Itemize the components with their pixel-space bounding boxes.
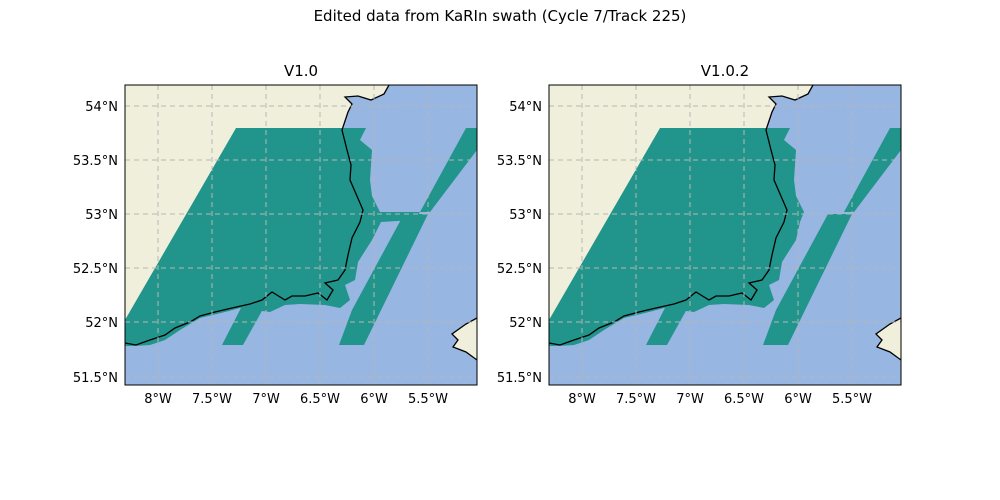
- axes-frame: [124, 84, 478, 386]
- land-wales: [452, 318, 477, 360]
- x-tick-label: 6.5°W: [300, 392, 340, 407]
- x-tick-labels: 8°W 7.5°W 7°W 6.5°W 6°W 5.5°W: [144, 392, 448, 407]
- coastline-wales: [450, 317, 477, 361]
- y-tick-label: 53.5°N: [73, 154, 118, 169]
- y-tick-label: 51.5°N: [497, 371, 542, 386]
- land-wales: [876, 318, 901, 360]
- x-tick-label: 8°W: [568, 392, 596, 407]
- coastline-wales: [874, 317, 901, 361]
- x-tick-labels: 8°W 7.5°W 7°W 6.5°W 6°W 5.5°W: [568, 392, 872, 407]
- x-tick-label: 6°W: [784, 392, 812, 407]
- x-tick-label: 7.5°W: [192, 392, 232, 407]
- axes-frame: [548, 84, 902, 386]
- y-tick-label: 53°N: [85, 208, 118, 223]
- coastline: [125, 85, 390, 346]
- y-tick-label: 53°N: [509, 208, 542, 223]
- y-tick-labels: 51.5°N 52°N 52.5°N 53°N 53.5°N 54°N: [497, 100, 542, 386]
- panel-title: V1.0: [284, 62, 318, 80]
- x-tick-label: 6°W: [360, 392, 388, 407]
- swath-main: [549, 128, 804, 346]
- x-tick-label: 5.5°W: [832, 392, 872, 407]
- y-tick-label: 53.5°N: [497, 154, 542, 169]
- swath-strip-middle: [763, 214, 852, 345]
- swath-strip-east: [420, 128, 477, 212]
- y-tick-label: 51.5°N: [73, 371, 118, 386]
- gridlines: [549, 85, 901, 385]
- y-tick-labels: 51.5°N 52°N 52.5°N 53°N 53.5°N 54°N: [73, 100, 118, 386]
- map-panel-v1-0-2: V1.0.2: [497, 62, 902, 407]
- y-tick-label: 52°N: [509, 316, 542, 331]
- x-tick-label: 7.5°W: [616, 392, 656, 407]
- x-tick-label: 7°W: [676, 392, 704, 407]
- swath-strip-middle: [339, 214, 428, 345]
- y-tick-label: 52.5°N: [73, 262, 118, 277]
- panel-title: V1.0.2: [701, 62, 749, 80]
- x-tick-label: 8°W: [144, 392, 172, 407]
- map-panel-v1-0: V1.0: [73, 62, 478, 407]
- y-tick-label: 54°N: [85, 100, 118, 115]
- swath-strip-east: [844, 128, 901, 212]
- gridlines: [125, 85, 477, 385]
- coastline: [549, 85, 814, 346]
- y-tick-label: 54°N: [509, 100, 542, 115]
- y-tick-label: 52°N: [85, 316, 118, 331]
- figure-title: Edited data from KaRIn swath (Cycle 7/Tr…: [313, 7, 687, 25]
- x-tick-label: 5.5°W: [408, 392, 448, 407]
- x-tick-label: 7°W: [252, 392, 280, 407]
- y-tick-label: 52.5°N: [497, 262, 542, 277]
- x-tick-label: 6.5°W: [724, 392, 764, 407]
- swath-main: [125, 128, 420, 346]
